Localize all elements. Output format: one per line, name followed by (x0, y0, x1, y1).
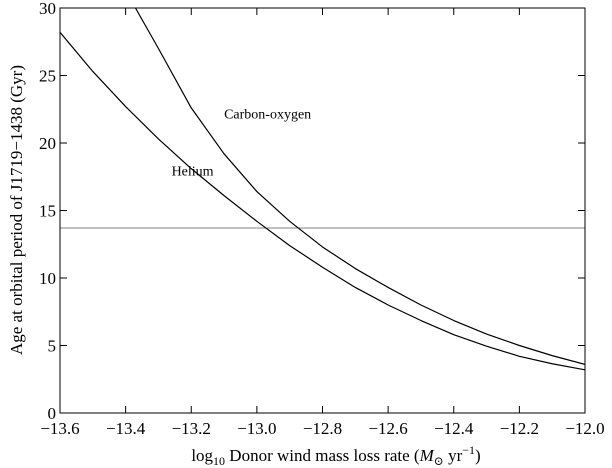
x-axis-label-unit: yr (444, 446, 463, 465)
annotation-carbon-oxygen: Carbon-oxygen (224, 108, 311, 123)
x-tick-label: −13.6 (40, 419, 79, 438)
x-tick-label: −12.4 (434, 419, 474, 438)
y-tick-label: 20 (39, 134, 56, 153)
plot-area: −13.6 −13.4 −13.2 −13.0 −12.8 −12.6 −12.4 −12.2… (39, 0, 605, 438)
x-tick-label: −12.0 (565, 419, 604, 438)
x-axis-label-log: log (191, 446, 213, 465)
y-tick-label: 0 (48, 404, 57, 423)
x-axis-label: log10 Donor wind mass loss rate (M⊙ yr−1… (191, 443, 480, 468)
y-tick-label: 10 (39, 269, 56, 288)
x-tick-label: −13.2 (172, 419, 211, 438)
x-axis-label-sun-symbol: ⊙ (434, 454, 444, 468)
y-tick-label: 5 (48, 337, 57, 356)
x-tick-label: −12.6 (368, 419, 407, 438)
x-axis-label-exponent: −1 (462, 443, 475, 457)
y-tick-label: 25 (39, 67, 56, 86)
x-axis-label-close: ) (475, 446, 481, 465)
series-line-carbon-oxygen (134, 8, 585, 365)
x-tick-label: −12.8 (303, 419, 342, 438)
x-tick-label: −13.0 (237, 419, 276, 438)
x-axis-label-subscript: 10 (213, 454, 225, 468)
y-tick-label: 30 (39, 0, 56, 18)
x-axis-label-text: Donor wind mass loss rate ( (225, 446, 420, 465)
y-axis-label: Age at orbital period of J1719−1438 (Gyr… (7, 65, 26, 355)
series-line-helium (60, 31, 585, 371)
x-tick-label: −12.2 (500, 419, 539, 438)
y-tick-label: 15 (39, 202, 56, 221)
annotation-helium: Helium (172, 164, 214, 179)
x-axis-label-mass-symbol: M (419, 446, 435, 465)
x-tick-label: −13.4 (106, 419, 146, 438)
